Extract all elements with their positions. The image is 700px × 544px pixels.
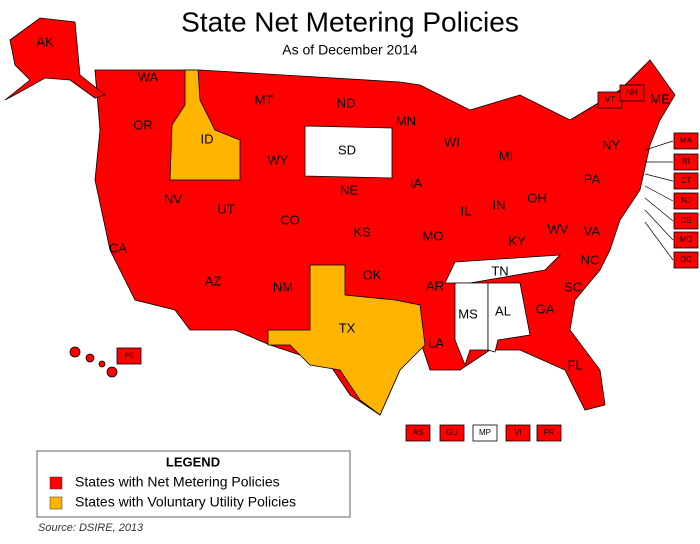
state-box bbox=[439, 424, 465, 442]
leader-line bbox=[644, 185, 674, 202]
state-label: ND bbox=[337, 95, 356, 110]
state-label: AS bbox=[413, 428, 424, 437]
state-shape bbox=[487, 282, 531, 353]
map-title: State Net Metering Policies bbox=[181, 6, 519, 37]
state-shape bbox=[85, 353, 95, 363]
leader-line bbox=[644, 140, 674, 151]
state-label: WI bbox=[444, 134, 460, 149]
state-box bbox=[673, 132, 699, 150]
state-box bbox=[673, 153, 699, 171]
state-label: LA bbox=[428, 335, 444, 350]
state-label: HI bbox=[125, 351, 133, 360]
state-label: MP bbox=[479, 428, 491, 437]
state-label: OR bbox=[133, 117, 153, 132]
legend-label: States with Net Metering Policies bbox=[75, 474, 280, 490]
state-label: PA bbox=[584, 171, 601, 186]
legend-label: States with Voluntary Utility Policies bbox=[75, 494, 296, 510]
state-box bbox=[505, 424, 531, 442]
state-label: DC bbox=[680, 255, 692, 264]
state-label: NE bbox=[340, 182, 358, 197]
map-subtitle: As of December 2014 bbox=[282, 42, 418, 58]
state-label: ID bbox=[201, 131, 214, 146]
state-label: NM bbox=[273, 279, 293, 294]
state-label: MA bbox=[680, 136, 693, 145]
state-label: VI bbox=[514, 428, 522, 437]
legend: States with Net Metering Policies States … bbox=[49, 474, 296, 510]
state-label: VA bbox=[584, 223, 601, 238]
state-label: CT bbox=[681, 176, 692, 185]
state-label: MI bbox=[499, 148, 513, 163]
state-label: WV bbox=[548, 221, 569, 236]
legend-swatch bbox=[49, 496, 63, 510]
state-label: OH bbox=[527, 190, 547, 205]
state-box bbox=[673, 231, 699, 249]
legend-box bbox=[36, 450, 351, 518]
state-shape bbox=[69, 346, 81, 358]
state-label: CO bbox=[280, 212, 300, 227]
state-label: KS bbox=[353, 224, 371, 239]
state-label: GA bbox=[536, 301, 555, 316]
state-label: NH bbox=[626, 88, 638, 97]
state-label: OK bbox=[363, 267, 382, 282]
state-shapes bbox=[4, 17, 676, 416]
leader-line bbox=[644, 221, 674, 261]
state-label: GU bbox=[446, 428, 458, 437]
state-label: FL bbox=[567, 357, 582, 372]
state-label: MN bbox=[396, 113, 416, 128]
state-shape bbox=[169, 69, 241, 181]
state-label: NC bbox=[581, 252, 600, 267]
state-label: NY bbox=[602, 137, 620, 152]
state-shape bbox=[106, 366, 118, 378]
state-label: VT bbox=[605, 95, 615, 104]
state-label: NJ bbox=[681, 196, 691, 205]
state-label: RI bbox=[682, 157, 690, 166]
state-label: AL bbox=[495, 303, 511, 318]
state-box bbox=[536, 424, 562, 442]
state-label: KY bbox=[508, 233, 526, 248]
state-label: DE bbox=[680, 216, 691, 225]
leader-line bbox=[644, 173, 674, 182]
state-label: IA bbox=[410, 175, 423, 190]
state-box bbox=[116, 347, 142, 365]
leader-line bbox=[644, 209, 674, 241]
state-label: CA bbox=[109, 240, 127, 255]
state-shape bbox=[304, 125, 393, 179]
state-labels: AK WA OR ID MT ND SD MN WI MI NY ME VT NH MA RI CT NJ DE MD… bbox=[36, 34, 699, 442]
state-label: MS bbox=[458, 306, 478, 321]
source: Source: DSIRE, 2013 bbox=[38, 522, 144, 534]
state-label: MT bbox=[255, 92, 274, 107]
state-label: WA bbox=[138, 69, 159, 84]
state-box bbox=[673, 172, 699, 190]
state-label: UT bbox=[217, 201, 234, 216]
state-label: IL bbox=[461, 203, 472, 218]
state-label: SD bbox=[338, 142, 356, 157]
state-box bbox=[619, 84, 645, 102]
state-label: MD bbox=[680, 235, 693, 244]
state-label: WY bbox=[268, 152, 289, 167]
state-shape bbox=[98, 360, 106, 368]
state-label: SC bbox=[564, 279, 582, 294]
state-label: TX bbox=[339, 320, 356, 335]
state-label: TN bbox=[491, 263, 508, 278]
state-label: ME bbox=[650, 91, 670, 106]
state-box bbox=[472, 424, 498, 442]
state-box bbox=[405, 424, 431, 442]
state-box bbox=[673, 192, 699, 210]
state-label: PR bbox=[543, 428, 554, 437]
state-label: AK bbox=[36, 34, 54, 49]
legend-title: LEGEND bbox=[166, 454, 220, 469]
state-label: AR bbox=[426, 278, 444, 293]
state-label: MO bbox=[423, 228, 444, 243]
state-shape bbox=[4, 17, 106, 101]
state-label: NV bbox=[164, 191, 182, 206]
state-box bbox=[673, 251, 699, 269]
state-shape bbox=[267, 264, 426, 416]
state-box bbox=[673, 212, 699, 230]
state-label: AZ bbox=[205, 273, 222, 288]
leader-line bbox=[644, 197, 674, 222]
legend-swatch bbox=[49, 476, 63, 490]
state-label: IN bbox=[493, 197, 506, 212]
